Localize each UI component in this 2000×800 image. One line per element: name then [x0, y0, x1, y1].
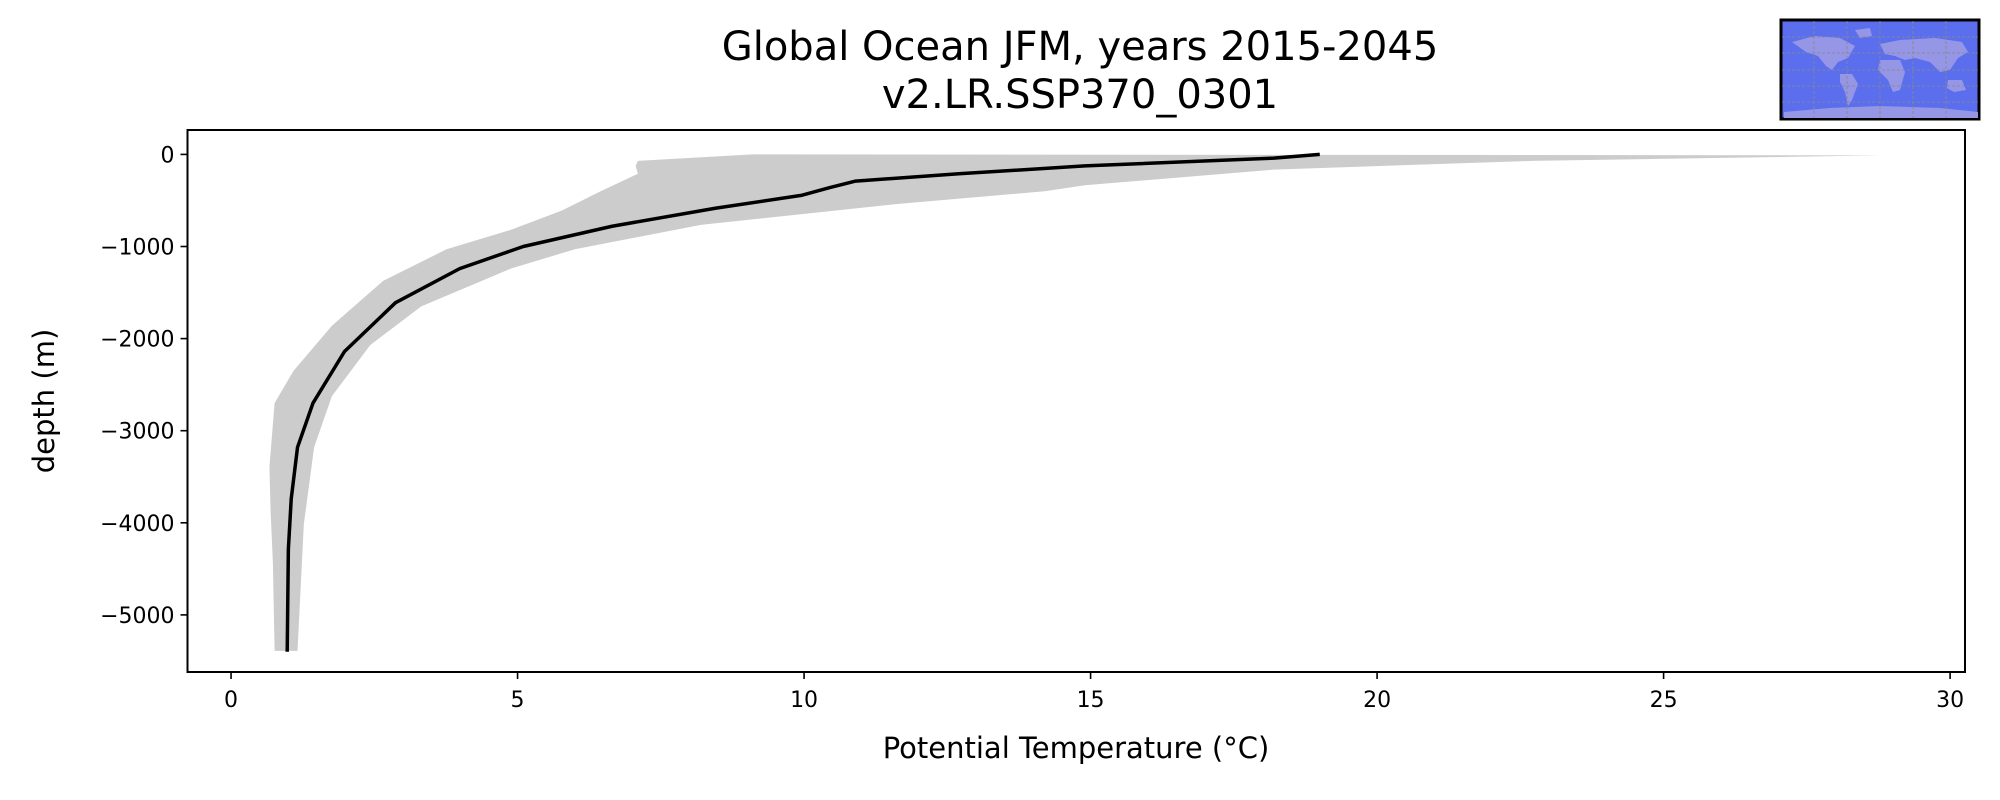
inset-map-gridlines	[1782, 21, 1978, 118]
range-band	[269, 154, 1882, 651]
inset-map-landmass	[1784, 106, 1978, 118]
y-axis-label: depth (m)	[27, 329, 61, 474]
plot-area	[269, 152, 1882, 652]
mean-profile-line	[285, 152, 1320, 652]
y-tick-label: 0	[161, 143, 175, 168]
y-tick-label: −5000	[100, 604, 174, 629]
y-tick-label: −4000	[100, 512, 174, 537]
x-axis-label: Potential Temperature (°C)	[883, 731, 1270, 765]
x-tick-label: 10	[790, 688, 818, 713]
y-tick-label: −2000	[100, 328, 174, 353]
x-tick-label: 20	[1363, 688, 1391, 713]
inset-map-landmass	[1840, 74, 1858, 106]
inset-map-landmass	[1878, 60, 1905, 92]
y-axis: 0 −1000 −2000 −3000 −4000 −5000	[100, 143, 188, 629]
y-tick-label: −3000	[100, 420, 174, 445]
inset-map-landmass	[1855, 28, 1872, 38]
x-tick-label: 15	[1077, 688, 1105, 713]
inset-map-landmass	[1947, 80, 1966, 92]
x-tick-label: 30	[1936, 688, 1964, 713]
y-tick-label: −1000	[100, 236, 174, 261]
axes-frame	[186, 129, 1966, 673]
inset-map	[1779, 18, 1981, 121]
x-axis: 0 5 10 15 20 25 30	[224, 672, 1964, 713]
chart-subtitle: v2.LR.SSP370_0301	[882, 72, 1278, 118]
x-tick-label: 5	[511, 688, 525, 713]
x-tick-label: 25	[1650, 688, 1678, 713]
x-tick-label: 0	[224, 688, 238, 713]
chart-title: Global Ocean JFM, years 2015-2045	[722, 24, 1439, 70]
